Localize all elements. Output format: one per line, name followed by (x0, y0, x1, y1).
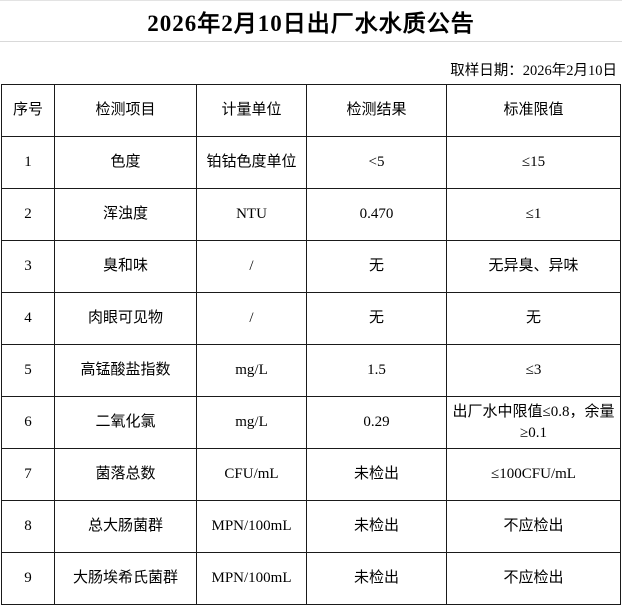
cell-result: 0.470 (306, 188, 447, 241)
cell-index: 5 (1, 344, 55, 397)
cell-item: 高锰酸盐指数 (54, 344, 197, 397)
column-header-result: 检测结果 (306, 84, 447, 137)
cell-limit: ≤1 (446, 188, 621, 241)
cell-result: 未检出 (306, 500, 447, 553)
cell-result: 无 (306, 292, 447, 345)
cell-result: 未检出 (306, 552, 447, 605)
column-header-limit: 标准限值 (446, 84, 621, 137)
cell-limit: ≤15 (446, 136, 621, 189)
cell-result: 0.29 (306, 396, 447, 449)
cell-item: 肉眼可见物 (54, 292, 197, 345)
cell-index: 6 (1, 396, 55, 449)
cell-result: 1.5 (306, 344, 447, 397)
table-row: 5 高锰酸盐指数 mg/L 1.5 ≤3 (1, 344, 621, 397)
water-quality-table: 序号 检测项目 计量单位 检测结果 标准限值 1 色度 铂钴色度单位 <5 ≤1… (1, 84, 621, 605)
table-row: 8 总大肠菌群 MPN/100mL 未检出 不应检出 (1, 500, 621, 553)
cell-unit: mg/L (196, 396, 307, 449)
table-row: 1 色度 铂钴色度单位 <5 ≤15 (1, 136, 621, 189)
cell-unit: / (196, 240, 307, 293)
cell-unit: NTU (196, 188, 307, 241)
cell-limit: 不应检出 (446, 552, 621, 605)
table-row: 7 菌落总数 CFU/mL 未检出 ≤100CFU/mL (1, 448, 621, 501)
cell-limit: ≤100CFU/mL (446, 448, 621, 501)
cell-index: 4 (1, 292, 55, 345)
cell-result: 无 (306, 240, 447, 293)
table-row: 4 肉眼可见物 / 无 无 (1, 292, 621, 345)
cell-index: 7 (1, 448, 55, 501)
page-title: 2026年2月10日出厂水水质公告 (147, 11, 475, 36)
table-row: 9 大肠埃希氏菌群 MPN/100mL 未检出 不应检出 (1, 552, 621, 605)
cell-unit: MPN/100mL (196, 552, 307, 605)
cell-item: 色度 (54, 136, 197, 189)
column-header-unit: 计量单位 (196, 84, 307, 137)
cell-index: 9 (1, 552, 55, 605)
column-header-item: 检测项目 (54, 84, 197, 137)
cell-index: 3 (1, 240, 55, 293)
table-header-row: 序号 检测项目 计量单位 检测结果 标准限值 (1, 84, 621, 137)
cell-limit: 无 (446, 292, 621, 345)
cell-item: 臭和味 (54, 240, 197, 293)
sample-date-label: 取样日期：2026年2月10日 (450, 63, 617, 79)
cell-limit: 不应检出 (446, 500, 621, 553)
cell-unit: MPN/100mL (196, 500, 307, 553)
cell-item: 总大肠菌群 (54, 500, 197, 553)
table-row: 2 浑浊度 NTU 0.470 ≤1 (1, 188, 621, 241)
cell-result: 未检出 (306, 448, 447, 501)
cell-unit: 铂钴色度单位 (196, 136, 307, 189)
cell-unit: CFU/mL (196, 448, 307, 501)
title-block: 2026年2月10日出厂水水质公告 (0, 0, 622, 42)
cell-index: 1 (1, 136, 55, 189)
cell-result: <5 (306, 136, 447, 189)
sample-date-line: 取样日期：2026年2月10日 (0, 42, 622, 84)
table-row: 3 臭和味 / 无 无异臭、异味 (1, 240, 621, 293)
cell-item: 二氧化氯 (54, 396, 197, 449)
cell-unit: mg/L (196, 344, 307, 397)
cell-limit: 出厂水中限值≤0.8，余量≥0.1 (446, 396, 621, 449)
table-row: 6 二氧化氯 mg/L 0.29 出厂水中限值≤0.8，余量≥0.1 (1, 396, 621, 449)
cell-index: 8 (1, 500, 55, 553)
cell-index: 2 (1, 188, 55, 241)
cell-limit: 无异臭、异味 (446, 240, 621, 293)
cell-item: 浑浊度 (54, 188, 197, 241)
cell-limit: ≤3 (446, 344, 621, 397)
cell-item: 菌落总数 (54, 448, 197, 501)
cell-unit: / (196, 292, 307, 345)
column-header-index: 序号 (1, 84, 55, 137)
cell-item: 大肠埃希氏菌群 (54, 552, 197, 605)
